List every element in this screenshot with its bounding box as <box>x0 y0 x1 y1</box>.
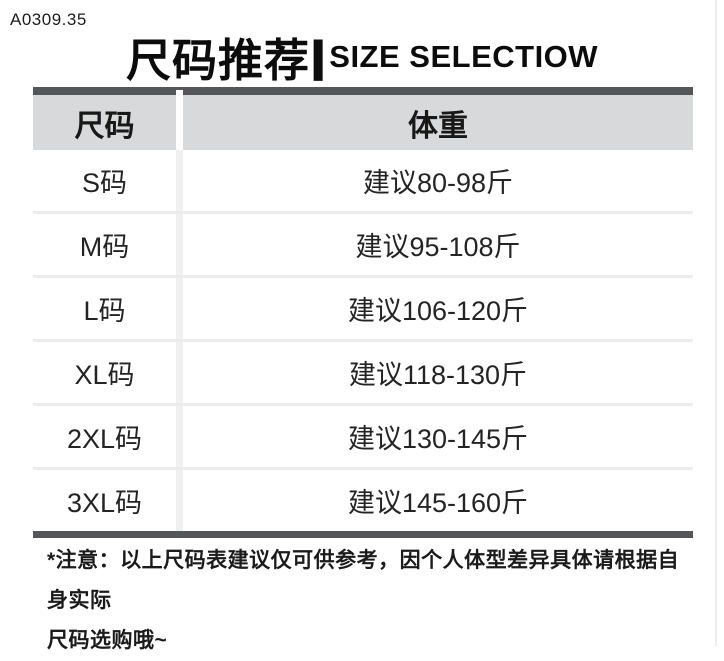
column-divider <box>176 342 183 403</box>
column-divider <box>176 150 183 211</box>
column-divider <box>176 214 183 275</box>
size-table-header-row: 尺码 体重 <box>33 87 693 150</box>
table-row-2xl: 2XL码 建议130-145斤 <box>33 403 693 467</box>
page-title-chinese: 尺码推荐 <box>125 35 310 86</box>
header-cell-weight: 体重 <box>183 87 693 150</box>
size-cell: S码 <box>81 168 127 198</box>
column-divider <box>176 406 183 467</box>
title-separator-bar: | <box>308 31 328 81</box>
size-cell: XL码 <box>74 360 135 390</box>
size-cell: L码 <box>83 296 126 326</box>
weight-cell: 建议106-120斤 <box>347 296 529 326</box>
size-table-body: S码 建议80-98斤 M码 建议95-108斤 L码 建议106-120斤 X… <box>33 150 693 531</box>
size-cell: 2XL码 <box>66 424 143 454</box>
column-divider <box>176 278 183 339</box>
header-column-divider <box>176 87 183 150</box>
column-divider <box>176 470 183 531</box>
weight-cell: 建议145-160斤 <box>347 488 529 518</box>
header-cell-size: 尺码 <box>33 87 176 150</box>
weight-cell: 建议130-145斤 <box>347 424 529 454</box>
size-table: 尺码 体重 S码 建议80-98斤 M码 建议95-108斤 L码 建议106-… <box>33 87 693 538</box>
table-bottom-border <box>33 531 693 538</box>
size-cell: M码 <box>79 232 130 262</box>
page-title-english: SIZE SELECTIOW <box>329 38 599 74</box>
table-row-s: S码 建议80-98斤 <box>33 150 693 211</box>
size-note-line1: *注意：以上尺码表建议仅可供参考，因个人体型差异具体请根据自身实际 <box>47 549 680 612</box>
table-row-m: M码 建议95-108斤 <box>33 211 693 275</box>
page-title: 尺码推荐 | SIZE SELECTIOW <box>0 24 724 89</box>
weight-cell: 建议95-108斤 <box>355 232 521 262</box>
size-cell: 3XL码 <box>66 488 143 518</box>
product-code: A0309.35 <box>10 10 87 29</box>
weight-cell: 建议118-130斤 <box>348 360 528 390</box>
size-note: *注意：以上尺码表建议仅可供参考，因个人体型差异具体请根据自身实际 尺码选购哦~ <box>47 541 695 661</box>
table-row-3xl: 3XL码 建议145-160斤 <box>33 467 693 531</box>
table-row-l: L码 建议106-120斤 <box>33 275 693 339</box>
size-note-line2: 尺码选购哦~ <box>47 629 168 652</box>
right-edge-artifact-line <box>715 0 717 646</box>
table-row-xl: XL码 建议118-130斤 <box>33 339 693 403</box>
weight-cell: 建议80-98斤 <box>362 168 514 198</box>
